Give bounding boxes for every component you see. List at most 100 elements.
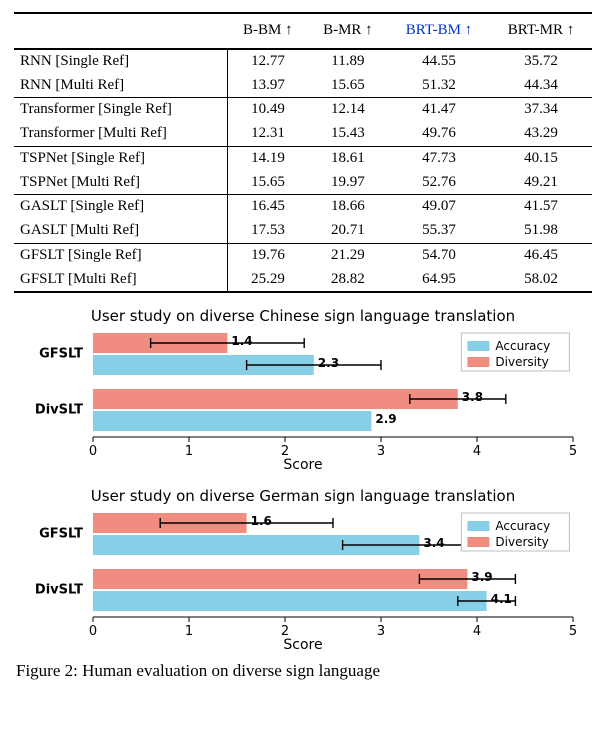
table-row: GASLT [Single Ref]16.4518.6649.0741.57 bbox=[14, 195, 592, 219]
table-cell: 64.95 bbox=[388, 268, 490, 293]
table-cell: 13.97 bbox=[228, 74, 308, 98]
table-cell: 19.97 bbox=[308, 171, 388, 195]
table-cell: 11.89 bbox=[308, 49, 388, 74]
table-row: GFSLT [Multi Ref]25.2928.8264.9558.02 bbox=[14, 268, 592, 293]
table-cell: RNN [Multi Ref] bbox=[14, 74, 228, 98]
xtick-label: 3 bbox=[377, 624, 385, 639]
table-cell: 40.15 bbox=[490, 146, 592, 170]
table-cell: GFSLT [Single Ref] bbox=[14, 243, 228, 267]
table-cell: 15.65 bbox=[308, 74, 388, 98]
table-cell: TSPNet [Multi Ref] bbox=[14, 171, 228, 195]
chart-title: User study on diverse German sign langua… bbox=[14, 487, 592, 505]
legend-swatch bbox=[467, 521, 489, 531]
bar-value-label: 3.4 bbox=[423, 536, 444, 550]
table-cell: 16.45 bbox=[228, 195, 308, 219]
table-row: Transformer [Multi Ref]12.3115.4349.7643… bbox=[14, 122, 592, 146]
table-cell: 14.19 bbox=[228, 146, 308, 170]
table-cell: 25.29 bbox=[228, 268, 308, 293]
ytick-label: DivSLT bbox=[35, 583, 83, 598]
legend-swatch bbox=[467, 341, 489, 351]
bar-value-label: 3.9 bbox=[471, 570, 492, 584]
col-header-bmr: B-MR ↑ bbox=[308, 13, 388, 49]
results-table: B-BM ↑ B-MR ↑ BRT-BM ↑ BRT-MR ↑ RNN [Sin… bbox=[14, 12, 592, 293]
chart-svg: 012345GFSLT1.63.4DivSLT3.94.1AccuracyDiv… bbox=[23, 507, 583, 639]
table-cell: Transformer [Multi Ref] bbox=[14, 122, 228, 146]
table-row: RNN [Single Ref]12.7711.8944.5535.72 bbox=[14, 49, 592, 74]
chart: User study on diverse German sign langua… bbox=[14, 487, 592, 653]
xtick-label: 1 bbox=[185, 444, 193, 459]
legend-label: Diversity bbox=[495, 535, 548, 549]
ytick-label: GFSLT bbox=[39, 527, 83, 542]
xtick-label: 0 bbox=[89, 624, 97, 639]
table-cell: 43.29 bbox=[490, 122, 592, 146]
legend-swatch bbox=[467, 357, 489, 367]
chart-xlabel: Score bbox=[14, 457, 592, 473]
col-header-brtmr: BRT-MR ↑ bbox=[490, 13, 592, 49]
xtick-label: 3 bbox=[377, 444, 385, 459]
bar bbox=[93, 389, 458, 409]
table-cell: 28.82 bbox=[308, 268, 388, 293]
xtick-label: 0 bbox=[89, 444, 97, 459]
table-cell: 18.61 bbox=[308, 146, 388, 170]
table-cell: 17.53 bbox=[228, 219, 308, 243]
table-cell: 44.34 bbox=[490, 74, 592, 98]
table-cell: RNN [Single Ref] bbox=[14, 49, 228, 74]
xtick-label: 4 bbox=[473, 444, 481, 459]
table-cell: 44.55 bbox=[388, 49, 490, 74]
bar-value-label: 1.4 bbox=[231, 334, 252, 348]
table-cell: 58.02 bbox=[490, 268, 592, 293]
table-cell: 15.65 bbox=[228, 171, 308, 195]
table-row: TSPNet [Multi Ref]15.6519.9752.7649.21 bbox=[14, 171, 592, 195]
table-cell: 52.76 bbox=[388, 171, 490, 195]
xtick-label: 4 bbox=[473, 624, 481, 639]
table-cell: 49.76 bbox=[388, 122, 490, 146]
legend-label: Accuracy bbox=[495, 339, 550, 353]
table-cell: 47.73 bbox=[388, 146, 490, 170]
table-row: RNN [Multi Ref]13.9715.6551.3244.34 bbox=[14, 74, 592, 98]
table-cell: 55.37 bbox=[388, 219, 490, 243]
chart-title: User study on diverse Chinese sign langu… bbox=[14, 307, 592, 325]
table-row: TSPNet [Single Ref]14.1918.6147.7340.15 bbox=[14, 146, 592, 170]
bar bbox=[93, 411, 371, 431]
table-cell: 20.71 bbox=[308, 219, 388, 243]
table-cell: GASLT [Single Ref] bbox=[14, 195, 228, 219]
ytick-label: DivSLT bbox=[35, 403, 83, 418]
table-cell: 46.45 bbox=[490, 243, 592, 267]
table-cell: 19.76 bbox=[228, 243, 308, 267]
col-header-bbm: B-BM ↑ bbox=[228, 13, 308, 49]
xtick-label: 5 bbox=[569, 444, 577, 459]
table-cell: 51.98 bbox=[490, 219, 592, 243]
table-cell: 15.43 bbox=[308, 122, 388, 146]
table-cell: 21.29 bbox=[308, 243, 388, 267]
xtick-label: 5 bbox=[569, 624, 577, 639]
bar-value-label: 2.3 bbox=[318, 356, 339, 370]
ytick-label: GFSLT bbox=[39, 347, 83, 362]
table-cell: 10.49 bbox=[228, 98, 308, 122]
table-cell: Transformer [Single Ref] bbox=[14, 98, 228, 122]
legend-label: Diversity bbox=[495, 355, 548, 369]
chart: User study on diverse Chinese sign langu… bbox=[14, 307, 592, 473]
col-header-brtbm: BRT-BM ↑ bbox=[388, 13, 490, 49]
table-header-row: B-BM ↑ B-MR ↑ BRT-BM ↑ BRT-MR ↑ bbox=[14, 13, 592, 49]
table-cell: 12.31 bbox=[228, 122, 308, 146]
table-cell: TSPNet [Single Ref] bbox=[14, 146, 228, 170]
col-header-empty bbox=[14, 13, 228, 49]
legend-label: Accuracy bbox=[495, 519, 550, 533]
chart-xlabel: Score bbox=[14, 637, 592, 653]
table-row: Transformer [Single Ref]10.4912.1441.473… bbox=[14, 98, 592, 122]
table-cell: GASLT [Multi Ref] bbox=[14, 219, 228, 243]
table-cell: 51.32 bbox=[388, 74, 490, 98]
table-row: GASLT [Multi Ref]17.5320.7155.3751.98 bbox=[14, 219, 592, 243]
figure-caption: Figure 2: Human evaluation on diverse si… bbox=[14, 661, 592, 681]
table-cell: 54.70 bbox=[388, 243, 490, 267]
table-cell: 18.66 bbox=[308, 195, 388, 219]
bar bbox=[93, 569, 467, 589]
xtick-label: 1 bbox=[185, 624, 193, 639]
bar-value-label: 2.9 bbox=[375, 412, 396, 426]
legend-swatch bbox=[467, 537, 489, 547]
table-cell: 41.47 bbox=[388, 98, 490, 122]
bar-value-label: 1.6 bbox=[251, 514, 272, 528]
table-cell: GFSLT [Multi Ref] bbox=[14, 268, 228, 293]
table-cell: 49.21 bbox=[490, 171, 592, 195]
table-cell: 12.14 bbox=[308, 98, 388, 122]
